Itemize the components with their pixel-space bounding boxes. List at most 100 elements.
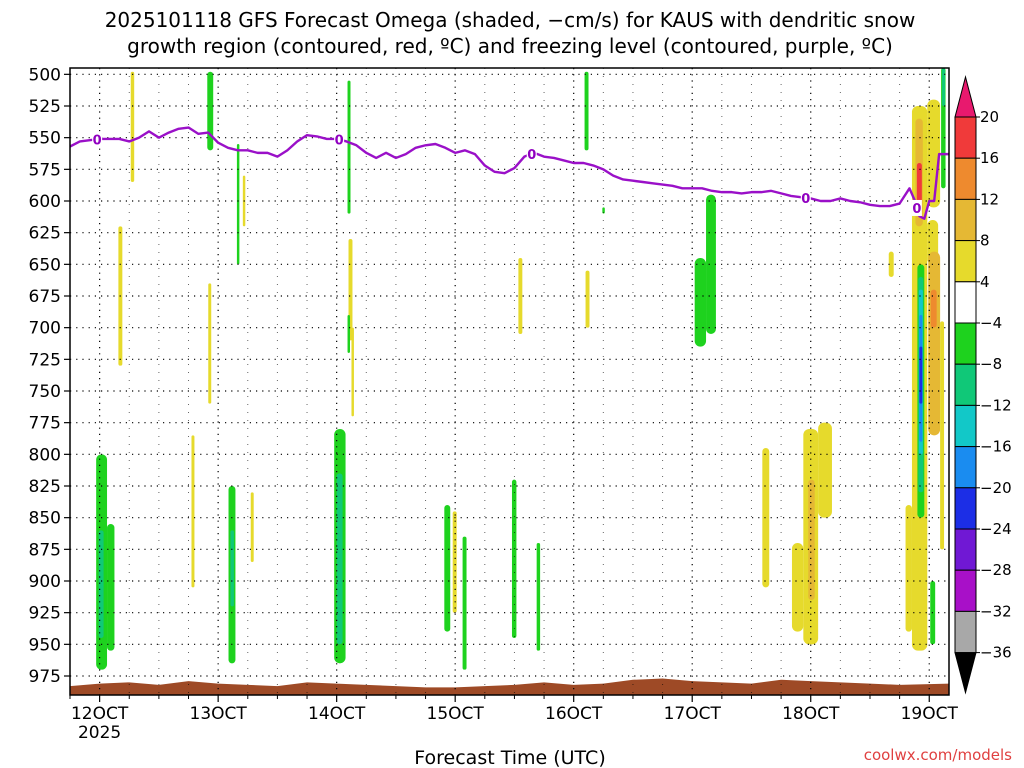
omega-region-44 — [930, 289, 937, 328]
terrain-fill — [70, 678, 949, 695]
freezing-label-bg-3 — [800, 189, 811, 206]
x-tick-label-17OCT: 17OCT — [664, 704, 722, 724]
y-tick-label-675: 675 — [29, 287, 61, 307]
plot-frame — [69, 67, 950, 696]
freezing-level-label-0: 0 — [93, 133, 102, 148]
omega-region-26 — [584, 71, 589, 151]
colorbar-label-1: 16 — [980, 149, 999, 167]
x-tick-label-18OCT: 18OCT — [782, 704, 840, 724]
omega-region-52 — [942, 68, 946, 106]
omega-region-21 — [462, 536, 467, 670]
y-tick-label-600: 600 — [29, 192, 61, 212]
colorbar-bottom-arrow — [954, 652, 977, 695]
omega-region-33 — [818, 422, 832, 518]
colorbar-bin-4 — [954, 281, 977, 324]
omega-region-29 — [706, 194, 716, 334]
omega-region-49 — [919, 346, 923, 404]
colorbar-bin-2 — [954, 198, 977, 242]
y-tick-label-950: 950 — [29, 635, 61, 655]
y-tick-label-825: 825 — [29, 477, 61, 497]
y-tick-label-975: 975 — [29, 667, 61, 687]
freezing-level-label-2: 0 — [527, 148, 536, 163]
terrain-area — [70, 678, 949, 695]
omega-region-35 — [888, 251, 894, 277]
colorbar-label-13: −36 — [980, 644, 1012, 662]
omega-region-17 — [347, 315, 350, 353]
y-tick-label-700: 700 — [29, 319, 61, 339]
y-tick-label-550: 550 — [29, 129, 61, 149]
freezing-label-bg-2 — [526, 145, 537, 162]
freezing-label-bg-4 — [911, 199, 922, 216]
omega-region-5 — [191, 435, 195, 588]
colorbar-bin-9 — [954, 487, 977, 530]
colorbar-bin-3 — [954, 240, 977, 283]
x-tick-label-19OCT: 19OCT — [901, 704, 959, 724]
chart-title-line1: 2025101118 GFS Forecast Omega (shaded, −… — [105, 8, 916, 32]
y-tick-label-850: 850 — [29, 509, 61, 529]
colorbar-label-11: −28 — [980, 561, 1012, 579]
omega-region-2 — [98, 530, 104, 638]
omega-region-7 — [208, 283, 212, 404]
omega-region-24 — [536, 543, 541, 651]
freezing-level-label-1: 0 — [335, 134, 344, 149]
colorbar-label-3: 8 — [980, 232, 990, 250]
colorbar-label-0: 20 — [980, 108, 999, 126]
omega-region-1 — [107, 524, 115, 651]
freezing-label-bg-1 — [334, 131, 345, 148]
colorbar-bin-10 — [954, 528, 977, 571]
chart-title-line2: growth region (contoured, red, ºC) and f… — [127, 34, 893, 58]
y-tick-label-800: 800 — [29, 445, 61, 465]
omega-region-4 — [130, 71, 135, 182]
y-tick-label-750: 750 — [29, 382, 61, 402]
x-tick-label-15OCT: 15OCT — [427, 704, 485, 724]
omega-region-15 — [347, 80, 351, 214]
y-tick-label-650: 650 — [29, 255, 61, 275]
y-axis-ticks: 500 525 550 575 600 625 650 675 700 725 750 775 800 8… — [29, 65, 70, 687]
omega-region-12 — [250, 492, 254, 562]
y-tick-label-625: 625 — [29, 224, 61, 244]
y-tick-label-575: 575 — [29, 160, 61, 180]
colorbar-bin-6 — [954, 363, 977, 406]
omega-region-14 — [336, 473, 343, 645]
credit-text: coolwx.com/models — [864, 746, 1012, 764]
omega-region-9 — [230, 530, 234, 607]
colorbar-bin-11 — [954, 569, 977, 612]
colorbar: 20 16 12 8 4 −4 −8 −12 −16 −20 −24 −28 −32 −36 — [954, 75, 1012, 695]
omega-region-6 — [207, 71, 214, 151]
colorbar-bin-1 — [954, 157, 977, 200]
omega-region-23 — [511, 479, 517, 638]
omega-region-34 — [808, 479, 815, 600]
x-tick-label-12OCT: 12OCT — [71, 704, 129, 724]
omega-region-25 — [585, 270, 590, 328]
omega-region-20 — [452, 511, 457, 613]
colorbar-label-4: 4 — [980, 273, 990, 291]
colorbar-bin-5 — [954, 322, 977, 365]
colorbar-label-7: −12 — [980, 396, 1012, 414]
omega-region-31 — [791, 543, 804, 632]
omega-region-22 — [518, 258, 523, 334]
omega-region-18 — [351, 327, 354, 417]
freezing-level-label-3: 0 — [801, 192, 810, 207]
omega-region-42 — [928, 251, 941, 436]
y-tick-label-500: 500 — [29, 65, 61, 85]
grid — [69, 68, 949, 695]
y-tick-label-925: 925 — [29, 604, 61, 624]
colorbar-label-6: −8 — [980, 355, 1002, 373]
colorbar-label-8: −16 — [980, 438, 1012, 456]
omega-region-37 — [905, 505, 912, 632]
y-tick-label-775: 775 — [29, 414, 61, 434]
colorbar-label-12: −32 — [980, 602, 1012, 620]
colorbar-bin-0 — [954, 116, 977, 159]
y-tick-label-875: 875 — [29, 540, 61, 560]
freezing-label-bg-0 — [92, 131, 103, 148]
colorbar-bin-7 — [954, 404, 977, 448]
colorbar-label-2: 12 — [980, 190, 999, 208]
x-axis-label: Forecast Time (UTC) — [414, 747, 605, 768]
omega-region-19 — [444, 505, 451, 632]
colorbar-bin-8 — [954, 446, 977, 489]
colorbar-top-arrow — [954, 75, 977, 118]
x-tick-label-16OCT: 16OCT — [545, 704, 603, 724]
x-tick-label-14OCT: 14OCT — [308, 704, 366, 724]
